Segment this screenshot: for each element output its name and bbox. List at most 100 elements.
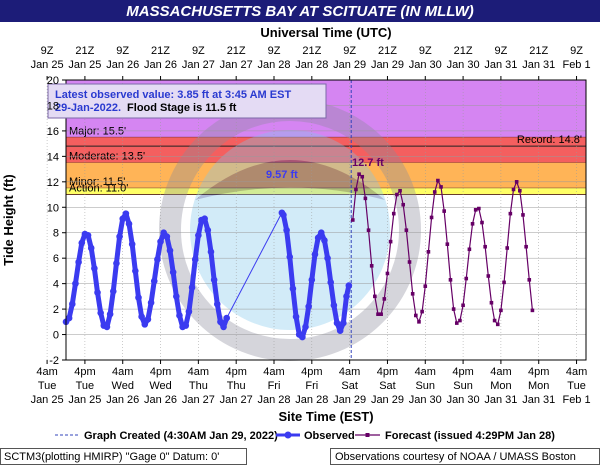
observed-point: [345, 282, 353, 289]
stage-band: [66, 162, 586, 189]
observed-point: [330, 301, 338, 309]
forecast-point: [439, 185, 443, 189]
x2-tick-label: Feb 1: [562, 59, 590, 71]
forecast-point: [417, 320, 421, 324]
observed-point: [163, 233, 171, 240]
observed-point: [141, 321, 149, 328]
x-tick-label: Jan 30: [409, 394, 442, 406]
observed-point: [122, 210, 130, 217]
forecast-point: [486, 274, 491, 278]
x-tick-label: Jan 25: [68, 394, 101, 406]
forecast-point: [530, 308, 535, 313]
x2-tick-label: Jan 28: [295, 59, 328, 71]
legend-label: Forecast (issued 4:29PM Jan 28): [385, 430, 555, 442]
observed-point: [78, 239, 86, 247]
observed-point: [75, 258, 82, 266]
forecast-point: [524, 244, 528, 249]
forecast-point: [470, 222, 475, 226]
forecast-point: [350, 218, 355, 222]
x-tick-label: Sat: [379, 380, 396, 392]
x2-tick-label: 21Z: [75, 45, 94, 57]
x-tick-label: Fri: [268, 380, 281, 392]
forecast-point: [527, 278, 532, 282]
forecast-point: [373, 294, 377, 299]
x-tick-label: 4am: [339, 366, 360, 378]
observed-point: [135, 294, 142, 301]
x2-tick-label: Jan 29: [333, 59, 366, 71]
y-tick-label: -2: [49, 355, 59, 367]
forecast-point: [511, 187, 516, 192]
info-box: [47, 83, 327, 119]
x2-axis-title: Universal Time (UTC): [260, 25, 391, 40]
observed-point: [340, 319, 347, 327]
observed-point: [109, 287, 117, 295]
observed-point: [106, 310, 114, 318]
forecast-point: [483, 244, 487, 249]
forecast-point: [502, 280, 506, 285]
x-tick-label: 4am: [112, 366, 133, 378]
observed-point: [286, 253, 294, 261]
observed-point: [302, 323, 309, 331]
x-tick-label: Jan 26: [144, 394, 177, 406]
forecast-point: [385, 271, 390, 276]
observed-point: [213, 300, 221, 308]
stage-band: [66, 137, 586, 163]
stage-label: Major: 15.5': [69, 125, 126, 137]
forecast-point: [445, 242, 450, 246]
observed-point: [220, 323, 227, 331]
observed-point: [343, 293, 350, 300]
record-label: Record: 14.8': [517, 134, 582, 146]
x-tick-label: 4am: [415, 366, 436, 378]
x-tick-label: 4pm: [225, 366, 246, 378]
observed-point: [333, 319, 341, 327]
info-flood-stage: Flood Stage is 11.5 ft: [127, 102, 237, 114]
observed-point: [150, 277, 158, 285]
x-tick-label: Mon: [528, 380, 549, 392]
observed-point: [128, 240, 136, 248]
x-tick-label: 4am: [188, 366, 209, 378]
forecast-point: [508, 211, 513, 216]
observed-point: [336, 327, 344, 335]
forecast-point: [518, 188, 522, 193]
forecast-point: [423, 284, 428, 288]
x-tick-label: Jan 29: [371, 394, 404, 406]
info-flood: 29-Jan-2022. Flood Stage is 11.5 ft: [55, 102, 237, 114]
forecast-point: [357, 172, 361, 176]
observed-point: [97, 309, 104, 317]
x-tick-label: Tue: [76, 380, 95, 392]
forecast-point: [429, 215, 434, 220]
y-tick-label: 10: [47, 202, 59, 214]
watermark-disc: [190, 130, 390, 330]
stage-label: Moderate: 13.5': [69, 151, 145, 163]
chart-title: MASSACHUSETTS BAY AT SCITUATE (IN MLLW): [126, 3, 473, 20]
annotation: 12.7 ft: [352, 157, 384, 169]
x-tick-label: 4pm: [528, 366, 549, 378]
forecast-point: [473, 208, 478, 212]
observed-point: [87, 244, 95, 252]
forecast-point: [499, 308, 503, 313]
forecast-point: [521, 213, 525, 217]
observed-point: [91, 265, 98, 272]
y-tick-label: 0: [53, 330, 59, 342]
x-tick-label: Wed: [112, 380, 134, 392]
observed-point: [280, 211, 287, 219]
observed-point: [324, 254, 331, 262]
x-tick-label: Tue: [38, 380, 57, 392]
observed-point: [207, 248, 215, 256]
x2-tick-label: Jan 27: [182, 59, 215, 71]
x2-tick-label: Jan 30: [447, 59, 480, 71]
observed-point: [305, 303, 312, 310]
x-tick-label: 4am: [263, 366, 284, 378]
x2-tick-label: Jan 26: [106, 59, 139, 71]
observed-point: [217, 318, 224, 326]
observed-point: [308, 276, 316, 284]
y-tick-label: 4: [53, 279, 59, 291]
observed-point: [147, 299, 155, 307]
x2-tick-label: Jan 26: [144, 59, 177, 71]
observed-point: [116, 233, 123, 240]
x-tick-label: Jan 27: [220, 394, 253, 406]
x2-tick-label: Jan 25: [31, 59, 64, 71]
observed-point: [125, 220, 133, 228]
y-tick-label: 2: [53, 304, 59, 316]
observed-point: [138, 313, 145, 321]
